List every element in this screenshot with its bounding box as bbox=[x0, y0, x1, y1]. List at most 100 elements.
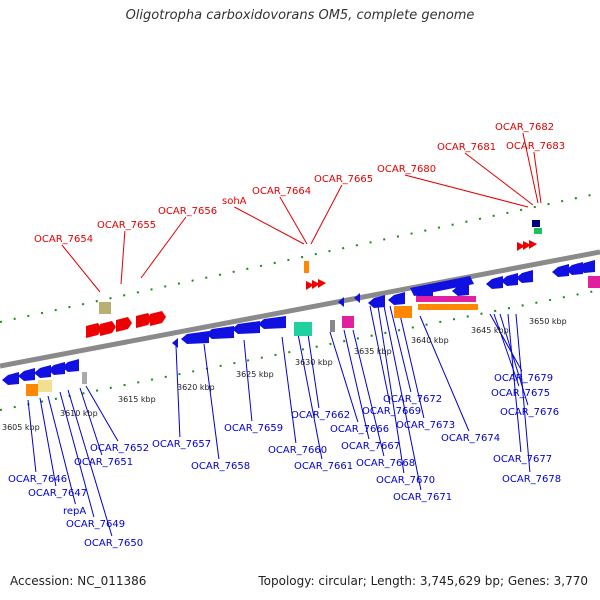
gene-arrow-reverse bbox=[2, 372, 19, 385]
gene-label-forward: OCAR_7665 bbox=[314, 174, 373, 185]
feature-box bbox=[532, 220, 540, 227]
gene-label-reverse: OCAR_7649 bbox=[66, 519, 125, 530]
accession-text: Accession: NC_011386 bbox=[10, 574, 147, 588]
feature-box bbox=[26, 384, 38, 396]
gene-label-reverse: OCAR_7658 bbox=[191, 461, 250, 472]
gene-arrow-forward bbox=[136, 313, 152, 328]
tick-label: 3630 kbp bbox=[295, 358, 333, 367]
gene-arrow-reverse bbox=[354, 293, 360, 303]
leader-line bbox=[389, 305, 412, 393]
leader-line bbox=[307, 333, 320, 409]
leader-line bbox=[203, 343, 220, 460]
gene-arrow-forward bbox=[312, 280, 320, 289]
leader-line bbox=[67, 389, 113, 537]
gene-arrow-reverse bbox=[62, 359, 79, 372]
gene-label-reverse: OCAR_7671 bbox=[393, 492, 452, 503]
feature-box bbox=[394, 306, 412, 318]
gene-arrow-forward bbox=[150, 311, 166, 326]
forward-strand-track bbox=[0, 192, 600, 323]
leader-line bbox=[533, 151, 542, 204]
tick-label: 3605 kbp bbox=[2, 423, 40, 432]
leader-line bbox=[243, 339, 253, 422]
feature-box bbox=[294, 322, 312, 336]
feature-box bbox=[38, 380, 52, 392]
tick-label: 3635 kbp bbox=[354, 347, 392, 356]
leader-line bbox=[499, 313, 529, 406]
gene-label-forward: OCAR_7682 bbox=[495, 122, 554, 133]
feature-box bbox=[99, 302, 111, 314]
leader-line bbox=[297, 333, 323, 460]
leader-line bbox=[85, 385, 119, 442]
tick-label: 3650 kbp bbox=[529, 317, 567, 326]
leader-line bbox=[522, 132, 539, 204]
leader-line bbox=[234, 206, 305, 245]
leader-line bbox=[464, 152, 534, 206]
gene-label-forward: OCAR_7664 bbox=[252, 186, 311, 197]
gene-label-reverse: OCAR_7672 bbox=[383, 394, 442, 405]
leader-line bbox=[39, 397, 57, 487]
gene-arrow-forward bbox=[517, 242, 525, 251]
gene-arrow-forward bbox=[100, 321, 116, 336]
gene-label-reverse: OCAR_7679 bbox=[494, 373, 553, 384]
tick-label: 3615 kbp bbox=[118, 395, 156, 404]
gene-label-reverse: OCAR_7670 bbox=[376, 475, 435, 486]
gene-arrow-forward bbox=[529, 240, 537, 249]
leader-line bbox=[281, 336, 297, 444]
gene-arrow-reverse bbox=[486, 276, 503, 289]
gene-label-forward: OCAR_7654 bbox=[34, 234, 93, 245]
gene-label-reverse: OCAR_7662 bbox=[291, 410, 350, 421]
gene-label-reverse: OCAR_7678 bbox=[502, 474, 561, 485]
leader-line bbox=[47, 395, 76, 505]
gene-label-reverse: OCAR_7646 bbox=[8, 474, 67, 485]
leader-line bbox=[404, 174, 529, 208]
leader-line bbox=[377, 305, 405, 474]
gene-label-reverse: repA bbox=[63, 506, 86, 517]
tick-label: 3620 kbp bbox=[177, 383, 215, 392]
gene-label-reverse: OCAR_7675 bbox=[491, 388, 550, 399]
leader-line bbox=[27, 399, 37, 473]
leader-line bbox=[419, 315, 470, 432]
gene-arrow-forward bbox=[523, 241, 531, 250]
tick-label: 3645 kbp bbox=[471, 326, 509, 335]
gene-label-forward: OCAR_7680 bbox=[377, 164, 436, 175]
leader-line bbox=[343, 329, 370, 440]
gene-label-forward: OCAR_7681 bbox=[437, 142, 496, 153]
gene-arrow-reverse bbox=[48, 362, 65, 375]
gene-label-reverse: OCAR_7657 bbox=[152, 439, 211, 450]
gene-arrow-forward bbox=[116, 317, 132, 332]
gene-arrow-reverse bbox=[172, 338, 178, 348]
gene-arrow-reverse bbox=[368, 295, 385, 308]
leader-line bbox=[397, 305, 425, 419]
feature-box bbox=[82, 372, 87, 384]
leader-line bbox=[329, 331, 359, 423]
gene-label-reverse: OCAR_7667 bbox=[341, 441, 400, 452]
gene-arrow-reverse bbox=[338, 297, 344, 307]
leader-line bbox=[369, 305, 391, 405]
leader-line bbox=[79, 387, 103, 456]
gene-arrow-reverse bbox=[18, 368, 35, 381]
tick-label: 3610 kbp bbox=[60, 409, 98, 418]
gene-label-forward: OCAR_7655 bbox=[97, 220, 156, 231]
leader-line bbox=[383, 305, 422, 491]
gene-label-reverse: OCAR_7676 bbox=[500, 407, 559, 418]
gene-label-reverse: OCAR_7647 bbox=[28, 488, 87, 499]
leader-line bbox=[310, 184, 343, 245]
feature-box bbox=[416, 296, 476, 302]
leader-line bbox=[175, 345, 181, 438]
gene-arrow-reverse bbox=[181, 331, 209, 344]
gene-arrow-reverse bbox=[501, 273, 518, 286]
gene-arrow-forward bbox=[306, 281, 314, 290]
gene-arrow-reverse bbox=[232, 321, 260, 334]
genome-title: Oligotropha carboxidovorans OM5, complet… bbox=[125, 8, 475, 23]
gene-label-reverse: OCAR_7660 bbox=[268, 445, 327, 456]
feature-box bbox=[418, 304, 478, 310]
gene-arrow-forward bbox=[86, 323, 102, 338]
gene-label-forward: OCAR_7683 bbox=[506, 141, 565, 152]
leader-line bbox=[493, 313, 520, 387]
gene-label-forward: sohA bbox=[222, 196, 247, 207]
gene-label-reverse: OCAR_7651 bbox=[74, 457, 133, 468]
leader-line bbox=[61, 244, 101, 293]
gene-arrow-forward bbox=[318, 279, 326, 288]
leader-line bbox=[59, 391, 95, 518]
